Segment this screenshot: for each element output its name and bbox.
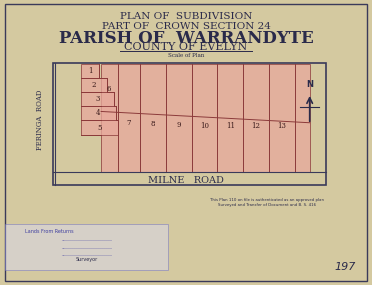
- Text: 2: 2: [92, 81, 96, 89]
- Text: MILNE   ROAD: MILNE ROAD: [148, 176, 224, 185]
- Text: 5: 5: [97, 123, 102, 132]
- Text: 4: 4: [96, 109, 101, 117]
- Text: COUNTY OF EVELYN: COUNTY OF EVELYN: [124, 42, 248, 52]
- Polygon shape: [101, 64, 310, 172]
- Text: 6: 6: [107, 85, 112, 93]
- Bar: [81, 121, 118, 135]
- Text: 11: 11: [226, 122, 235, 130]
- Text: PART OF  CROWN SECTION 24: PART OF CROWN SECTION 24: [102, 22, 270, 31]
- Bar: [81, 106, 116, 121]
- Text: 7: 7: [126, 119, 131, 127]
- Text: 3: 3: [95, 95, 100, 103]
- Text: FERINGA  ROAD: FERINGA ROAD: [36, 90, 44, 150]
- Text: PLAN OF  SUBDIVISION: PLAN OF SUBDIVISION: [120, 13, 252, 21]
- Text: 197: 197: [334, 262, 356, 272]
- Text: N: N: [306, 80, 313, 89]
- Text: 13: 13: [278, 122, 286, 130]
- FancyBboxPatch shape: [5, 224, 167, 270]
- Text: Scale of Plan: Scale of Plan: [168, 52, 204, 58]
- Text: Surveyor: Surveyor: [75, 257, 97, 262]
- Text: This Plan 110 on file is authenticated as an approved plan: This Plan 110 on file is authenticated a…: [210, 198, 324, 202]
- Bar: [81, 64, 99, 78]
- Text: PARISH OF  WARRANDYTE: PARISH OF WARRANDYTE: [59, 30, 313, 46]
- Bar: [81, 92, 114, 106]
- Text: Surveyed and Transfer of Document and B. S. 416: Surveyed and Transfer of Document and B.…: [218, 203, 316, 207]
- Text: 9: 9: [176, 121, 181, 129]
- Text: ________________________: ________________________: [61, 238, 112, 242]
- Text: Lands From Returns: Lands From Returns: [25, 229, 74, 234]
- Text: 12: 12: [251, 122, 261, 130]
- Text: 10: 10: [200, 122, 209, 130]
- Text: 1: 1: [88, 67, 92, 75]
- Bar: [81, 78, 107, 92]
- Bar: [53, 64, 326, 185]
- Text: 8: 8: [151, 120, 155, 128]
- Text: ________________________: ________________________: [61, 252, 112, 256]
- Text: ________________________: ________________________: [61, 245, 112, 249]
